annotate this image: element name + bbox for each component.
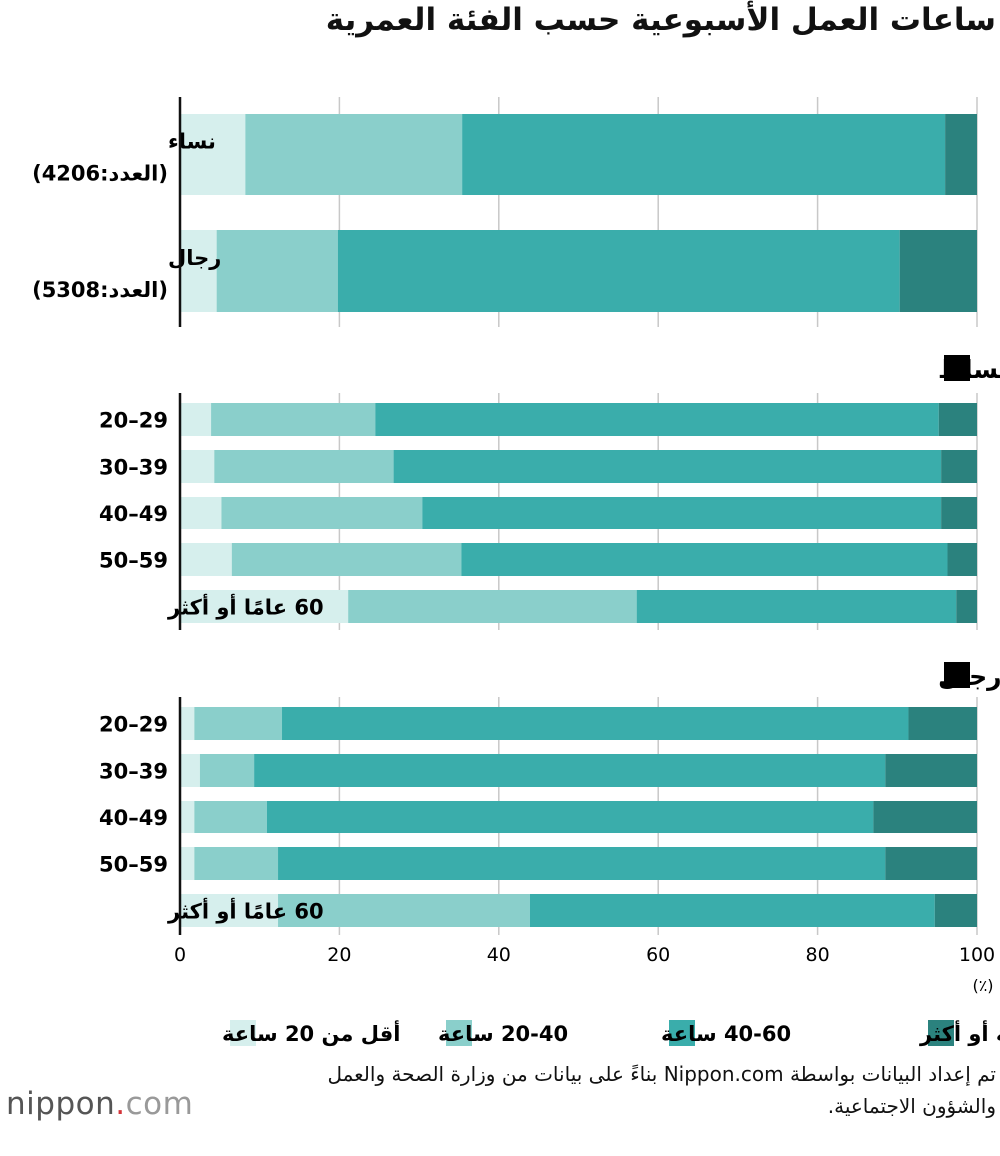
bar-segment bbox=[885, 754, 977, 787]
heading-marker bbox=[944, 355, 970, 381]
row-label: نساء bbox=[168, 130, 216, 154]
row-label: 60 عامًا أو أكثر bbox=[167, 897, 324, 924]
bar-segment bbox=[180, 754, 200, 787]
bar-segment bbox=[461, 543, 948, 576]
bar-segment bbox=[221, 497, 423, 529]
legend-label: 60 ساعة أو أكثر bbox=[919, 1019, 1000, 1046]
nippon-logo: nippon.com bbox=[6, 1086, 193, 1122]
bar-segment bbox=[278, 894, 530, 927]
bar-segment bbox=[266, 801, 874, 833]
bar-segment bbox=[180, 590, 349, 623]
bar-segment bbox=[194, 707, 283, 740]
bar-segment bbox=[231, 543, 462, 576]
row-label: 50–59 bbox=[99, 853, 168, 877]
bar-segment bbox=[462, 114, 946, 195]
bar-segment bbox=[348, 590, 637, 623]
x-tick-label: 40 bbox=[487, 944, 511, 966]
bar-segment bbox=[180, 497, 222, 529]
bar-segment bbox=[180, 707, 195, 740]
row-label: 20–29 bbox=[99, 713, 168, 737]
legend-label: 20-40 ساعة bbox=[438, 1022, 568, 1046]
bar-segment bbox=[180, 230, 217, 312]
legend-label: 40-60 ساعة bbox=[661, 1022, 791, 1046]
bar-segment bbox=[254, 754, 886, 787]
row-label: 40–49 bbox=[99, 806, 168, 830]
bar-segment bbox=[393, 450, 942, 483]
x-unit-label: (٪) bbox=[972, 976, 993, 995]
bar-segment bbox=[194, 847, 279, 880]
bar-segment bbox=[211, 403, 376, 436]
bar-segment bbox=[180, 403, 212, 436]
bar-segment bbox=[180, 450, 215, 483]
x-tick-label: 100 bbox=[959, 944, 995, 966]
bar-segment bbox=[180, 847, 195, 880]
bar-segment bbox=[945, 114, 977, 195]
x-tick-label: 60 bbox=[646, 944, 670, 966]
bar-segment bbox=[956, 590, 977, 623]
bar-segment bbox=[194, 801, 267, 833]
legend-label: أقل من 20 ساعة bbox=[222, 1019, 400, 1046]
logo-name: nippon bbox=[6, 1086, 116, 1122]
bar-segment bbox=[947, 543, 977, 576]
bar-segment bbox=[899, 230, 977, 312]
bar-segment bbox=[908, 707, 977, 740]
bar-segment bbox=[245, 114, 463, 195]
row-label: 50–59 bbox=[99, 549, 168, 573]
row-label: 60 عامًا أو أكثر bbox=[167, 593, 324, 620]
legend-swatch bbox=[669, 1020, 695, 1046]
bar-segment bbox=[529, 894, 935, 927]
bar-segment bbox=[938, 403, 977, 436]
row-sublabel: (العدد:5308) bbox=[32, 278, 168, 302]
row-label: 30–39 bbox=[99, 760, 168, 784]
bar-segment bbox=[873, 801, 977, 833]
row-label: رجال bbox=[168, 246, 221, 270]
bar-segment bbox=[282, 707, 909, 740]
bar-segment bbox=[941, 450, 977, 483]
row-label: 20–29 bbox=[99, 409, 168, 433]
bar-segment bbox=[216, 230, 338, 312]
legend-swatch bbox=[446, 1020, 472, 1046]
bar-segment bbox=[422, 497, 942, 529]
panel-heading: رجال bbox=[938, 662, 1000, 691]
logo-tld: com bbox=[125, 1086, 194, 1122]
logo-dot: . bbox=[115, 1086, 126, 1122]
bar-segment bbox=[375, 403, 939, 436]
row-sublabel: (العدد:4206) bbox=[32, 162, 168, 186]
bar-segment bbox=[180, 114, 246, 195]
bar-segment bbox=[337, 230, 900, 312]
row-label: 40–49 bbox=[99, 502, 168, 526]
heading-marker bbox=[944, 662, 970, 688]
bar-segment bbox=[214, 450, 394, 483]
legend-swatch bbox=[928, 1020, 954, 1046]
chart-title: ساعات العمل الأسبوعية حسب الفئة العمرية bbox=[325, 2, 996, 38]
bar-segment bbox=[278, 847, 886, 880]
panel-heading: نساط bbox=[938, 355, 1000, 384]
bar-segment bbox=[941, 497, 977, 529]
bar-segment bbox=[180, 801, 195, 833]
source-note: تم إعداد البيانات بواسطة Nippon.com بناء… bbox=[327, 1062, 996, 1118]
bar-segment bbox=[636, 590, 957, 623]
bar-segment bbox=[199, 754, 255, 787]
bar-segment bbox=[934, 894, 977, 927]
bar-segment bbox=[180, 543, 232, 576]
legend-swatch bbox=[230, 1020, 256, 1046]
x-tick-label: 80 bbox=[806, 944, 830, 966]
bar-segment bbox=[180, 894, 279, 927]
row-label: 30–39 bbox=[99, 456, 168, 480]
x-tick-label: 0 bbox=[174, 944, 186, 966]
bar-segment bbox=[885, 847, 977, 880]
x-tick-label: 20 bbox=[327, 944, 351, 966]
